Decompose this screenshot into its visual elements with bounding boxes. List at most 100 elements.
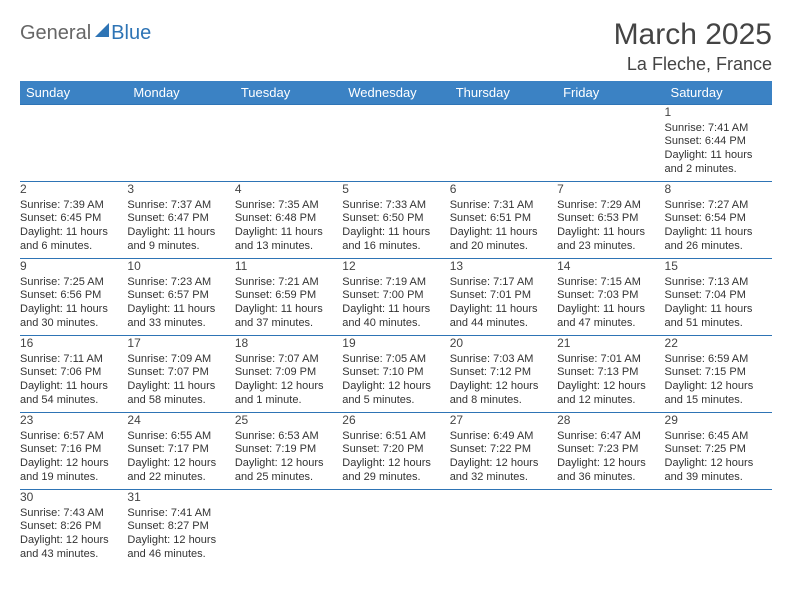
daylight-text: Daylight: 12 hours and 12 minutes. — [557, 380, 664, 408]
day-cell: Sunrise: 7:17 AMSunset: 7:01 PMDaylight:… — [450, 276, 557, 336]
day-number: 24 — [127, 413, 234, 430]
day-cell — [665, 507, 772, 567]
sunrise-text: Sunrise: 6:59 AM — [665, 353, 772, 367]
day-cell: Sunrise: 7:09 AMSunset: 7:07 PMDaylight:… — [127, 353, 234, 413]
daylight-text: Daylight: 12 hours and 46 minutes. — [127, 534, 234, 562]
day-cell: Sunrise: 7:19 AMSunset: 7:00 PMDaylight:… — [342, 276, 449, 336]
day-number: 5 — [342, 182, 449, 199]
page-title: March 2025 — [614, 18, 772, 52]
daylight-text: Daylight: 12 hours and 39 minutes. — [665, 457, 772, 485]
calendar-table: Sunday Monday Tuesday Wednesday Thursday… — [20, 81, 772, 567]
day-cell: Sunrise: 7:39 AMSunset: 6:45 PMDaylight:… — [20, 199, 127, 259]
sunrise-text: Sunrise: 7:15 AM — [557, 276, 664, 290]
sunrise-text: Sunrise: 7:21 AM — [235, 276, 342, 290]
day-number: 21 — [557, 336, 664, 353]
day-header: Sunday — [20, 81, 127, 105]
daylight-text: Daylight: 12 hours and 15 minutes. — [665, 380, 772, 408]
sunset-text: Sunset: 6:53 PM — [557, 212, 664, 226]
daylight-text: Daylight: 11 hours and 13 minutes. — [235, 226, 342, 254]
daynum-row: 16171819202122 — [20, 336, 772, 353]
daylight-text: Daylight: 12 hours and 1 minute. — [235, 380, 342, 408]
sunrise-text: Sunrise: 7:39 AM — [20, 199, 127, 213]
daylight-text: Daylight: 11 hours and 33 minutes. — [127, 303, 234, 331]
day-number: 25 — [235, 413, 342, 430]
day-cell: Sunrise: 6:49 AMSunset: 7:22 PMDaylight:… — [450, 430, 557, 490]
sunset-text: Sunset: 7:15 PM — [665, 366, 772, 380]
day-cell — [342, 507, 449, 567]
day-cell — [450, 122, 557, 182]
daylight-text: Daylight: 12 hours and 36 minutes. — [557, 457, 664, 485]
day-cell: Sunrise: 6:59 AMSunset: 7:15 PMDaylight:… — [665, 353, 772, 413]
daylight-text: Daylight: 12 hours and 43 minutes. — [20, 534, 127, 562]
day-header: Wednesday — [342, 81, 449, 105]
sunset-text: Sunset: 6:56 PM — [20, 289, 127, 303]
day-number — [235, 105, 342, 122]
daylight-text: Daylight: 12 hours and 19 minutes. — [20, 457, 127, 485]
day-cell: Sunrise: 7:41 AMSunset: 6:44 PMDaylight:… — [665, 122, 772, 182]
sunset-text: Sunset: 6:50 PM — [342, 212, 449, 226]
day-header: Tuesday — [235, 81, 342, 105]
day-cell: Sunrise: 7:01 AMSunset: 7:13 PMDaylight:… — [557, 353, 664, 413]
day-cell: Sunrise: 7:33 AMSunset: 6:50 PMDaylight:… — [342, 199, 449, 259]
sunset-text: Sunset: 7:20 PM — [342, 443, 449, 457]
day-cell — [235, 507, 342, 567]
sunrise-text: Sunrise: 7:23 AM — [127, 276, 234, 290]
sunset-text: Sunset: 7:25 PM — [665, 443, 772, 457]
day-number — [342, 490, 449, 507]
daynum-row: 23242526272829 — [20, 413, 772, 430]
content-row: Sunrise: 7:39 AMSunset: 6:45 PMDaylight:… — [20, 199, 772, 259]
sunrise-text: Sunrise: 7:01 AM — [557, 353, 664, 367]
day-cell: Sunrise: 7:37 AMSunset: 6:47 PMDaylight:… — [127, 199, 234, 259]
sunset-text: Sunset: 7:03 PM — [557, 289, 664, 303]
day-cell: Sunrise: 7:21 AMSunset: 6:59 PMDaylight:… — [235, 276, 342, 336]
daylight-text: Daylight: 11 hours and 58 minutes. — [127, 380, 234, 408]
brand-text-general: General — [20, 22, 91, 45]
day-number: 26 — [342, 413, 449, 430]
day-number: 12 — [342, 259, 449, 276]
sunset-text: Sunset: 6:44 PM — [665, 135, 772, 149]
day-number: 22 — [665, 336, 772, 353]
day-number — [127, 105, 234, 122]
sunset-text: Sunset: 7:12 PM — [450, 366, 557, 380]
sunrise-text: Sunrise: 7:37 AM — [127, 199, 234, 213]
sail-icon — [95, 23, 109, 37]
day-number — [20, 105, 127, 122]
daylight-text: Daylight: 12 hours and 8 minutes. — [450, 380, 557, 408]
daylight-text: Daylight: 11 hours and 47 minutes. — [557, 303, 664, 331]
daylight-text: Daylight: 11 hours and 2 minutes. — [665, 149, 772, 177]
day-number — [450, 490, 557, 507]
day-number: 7 — [557, 182, 664, 199]
day-number: 16 — [20, 336, 127, 353]
day-header: Friday — [557, 81, 664, 105]
sunrise-text: Sunrise: 6:47 AM — [557, 430, 664, 444]
daylight-text: Daylight: 11 hours and 16 minutes. — [342, 226, 449, 254]
sunset-text: Sunset: 7:19 PM — [235, 443, 342, 457]
day-cell: Sunrise: 7:05 AMSunset: 7:10 PMDaylight:… — [342, 353, 449, 413]
sunrise-text: Sunrise: 7:43 AM — [20, 507, 127, 521]
day-number: 1 — [665, 105, 772, 122]
day-number: 11 — [235, 259, 342, 276]
day-cell: Sunrise: 7:07 AMSunset: 7:09 PMDaylight:… — [235, 353, 342, 413]
content-row: Sunrise: 7:25 AMSunset: 6:56 PMDaylight:… — [20, 276, 772, 336]
day-cell: Sunrise: 6:47 AMSunset: 7:23 PMDaylight:… — [557, 430, 664, 490]
day-cell: Sunrise: 7:23 AMSunset: 6:57 PMDaylight:… — [127, 276, 234, 336]
day-cell: Sunrise: 7:11 AMSunset: 7:06 PMDaylight:… — [20, 353, 127, 413]
daylight-text: Daylight: 11 hours and 44 minutes. — [450, 303, 557, 331]
daynum-row: 1 — [20, 105, 772, 122]
sunrise-text: Sunrise: 7:05 AM — [342, 353, 449, 367]
day-cell — [557, 122, 664, 182]
day-cell: Sunrise: 7:31 AMSunset: 6:51 PMDaylight:… — [450, 199, 557, 259]
sunrise-text: Sunrise: 7:31 AM — [450, 199, 557, 213]
daylight-text: Daylight: 11 hours and 23 minutes. — [557, 226, 664, 254]
day-number: 30 — [20, 490, 127, 507]
daynum-row: 3031 — [20, 490, 772, 507]
day-number: 20 — [450, 336, 557, 353]
sunrise-text: Sunrise: 7:11 AM — [20, 353, 127, 367]
sunset-text: Sunset: 7:16 PM — [20, 443, 127, 457]
sunrise-text: Sunrise: 7:27 AM — [665, 199, 772, 213]
brand-text-blue: Blue — [111, 22, 151, 45]
day-number — [665, 490, 772, 507]
day-number: 23 — [20, 413, 127, 430]
sunrise-text: Sunrise: 7:13 AM — [665, 276, 772, 290]
sunset-text: Sunset: 7:13 PM — [557, 366, 664, 380]
